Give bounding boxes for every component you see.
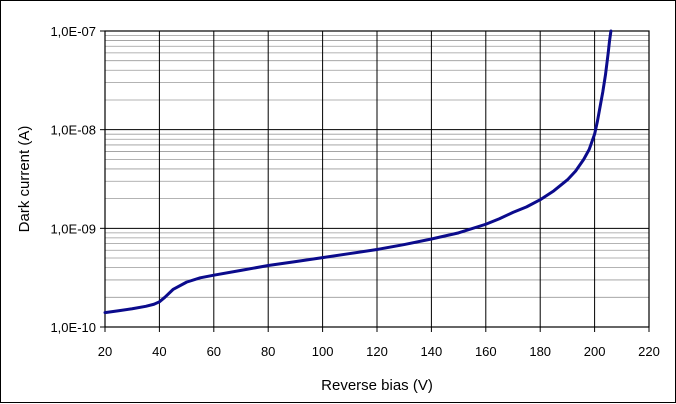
y-tick-label: 1,0E-08 [50, 123, 96, 138]
y-tick-label: 1,0E-10 [50, 320, 96, 335]
series-group [103, 29, 613, 315]
x-tick-label: 180 [529, 344, 551, 359]
x-tick-label: 60 [207, 344, 221, 359]
x-tick-label: 160 [475, 344, 497, 359]
dark-current-line [103, 29, 613, 315]
y-axis-ticks: 1,0E-10 1,0E-09 1,0E-08 1,0E-07 [50, 24, 105, 335]
x-tick-label: 80 [261, 344, 275, 359]
x-tick-label: 20 [98, 344, 112, 359]
y-tick-label: 1,0E-09 [50, 221, 96, 236]
x-tick-label: 40 [152, 344, 166, 359]
x-tick-label: 100 [312, 344, 334, 359]
x-tick-label: 200 [584, 344, 606, 359]
y-tick-label: 1,0E-07 [50, 24, 96, 39]
x-tick-label: 120 [366, 344, 388, 359]
y-axis-label: Dark current (A) [16, 126, 33, 233]
x-axis-ticks: 20 40 60 80 100 120 140 160 180 200 220 [98, 327, 660, 359]
x-tick-label: 140 [421, 344, 443, 359]
x-tick-label: 220 [638, 344, 660, 359]
x-axis-label: Reverse bias (V) [321, 377, 433, 394]
